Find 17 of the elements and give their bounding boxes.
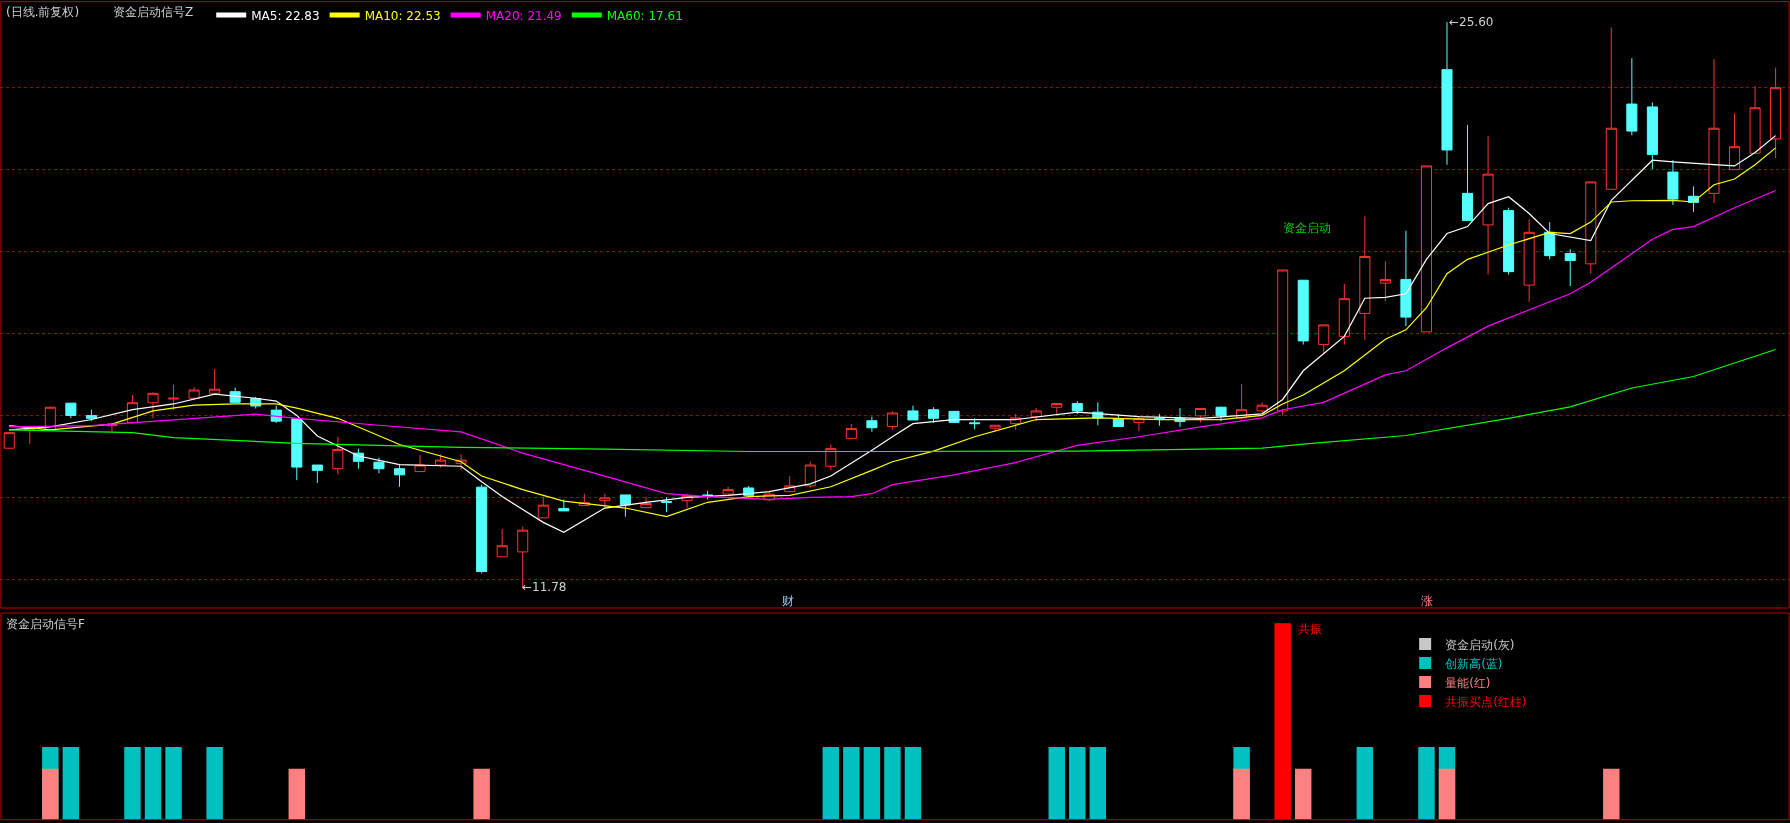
annotation: 涨 <box>1421 594 1433 608</box>
legend-label: 量能(红) <box>1445 675 1491 690</box>
annotation: ←11.78 <box>522 580 567 594</box>
chart-title: (日线.前复权) <box>6 5 80 19</box>
legend-label: MA20: 21.49 <box>485 8 562 23</box>
legend-label: 共振买点(红柱) <box>1445 694 1527 709</box>
chart-title: 资金启动信号F <box>6 617 85 631</box>
legend-label: 资金启动(灰) <box>1445 637 1515 652</box>
legend-label: MA10: 22.53 <box>364 8 441 23</box>
legend-label: MA5: 22.83 <box>251 8 320 23</box>
annotation: ←25.60 <box>1449 15 1494 29</box>
annotation: 共振 <box>1298 622 1322 636</box>
legend-label: MA60: 17.61 <box>606 8 683 23</box>
annotation: 资金启动 <box>1283 221 1331 235</box>
chart-subtitle: 资金启动信号Z <box>113 5 194 19</box>
annotation: 财 <box>782 594 794 608</box>
legend-label: 创新高(蓝) <box>1445 656 1503 671</box>
